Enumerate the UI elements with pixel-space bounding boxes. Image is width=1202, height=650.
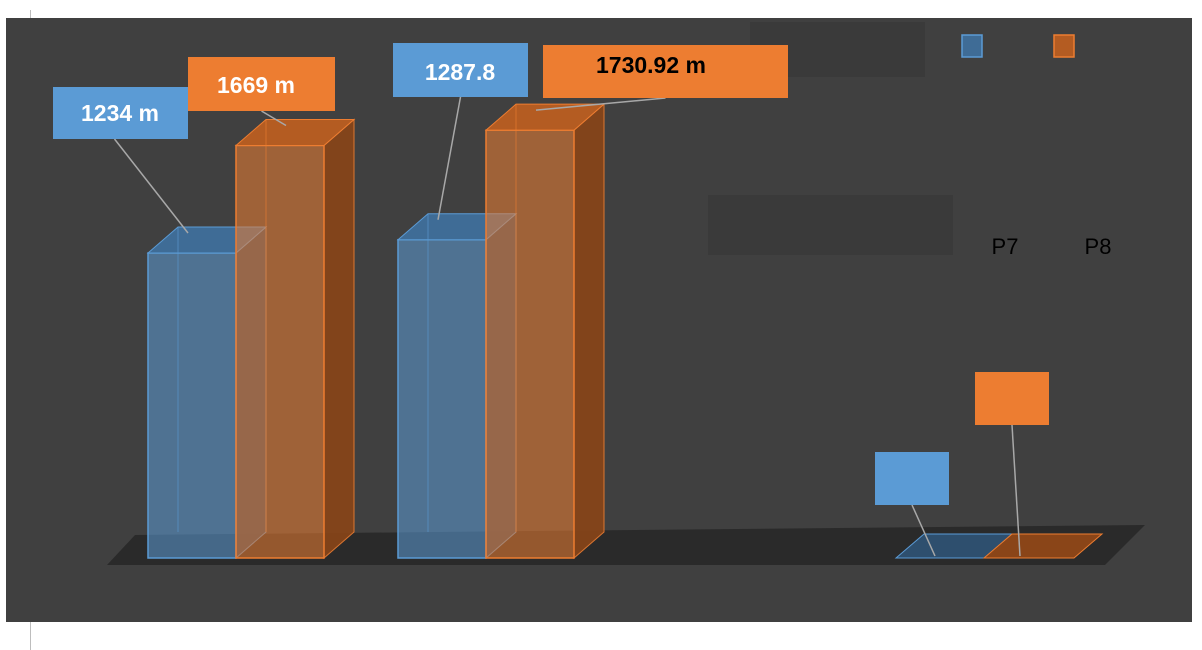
data-label-box-P8-0	[188, 57, 335, 111]
leader-line-P8-0	[261, 110, 287, 127]
bar-P8-1	[485, 129, 575, 559]
data-label-P7-0: 1234 m	[81, 100, 159, 126]
data-label-box-P8-1	[543, 45, 788, 98]
data-label-box-P7-2	[875, 452, 949, 505]
bar-P8-0	[235, 144, 325, 559]
shadow-block	[708, 195, 953, 255]
leader-line-P8-2	[1011, 424, 1021, 557]
bar-side-P8-0	[323, 118, 355, 560]
leader-line-P7-0	[113, 138, 189, 234]
legend-swatch-P8	[1053, 34, 1075, 58]
legend-swatch-P7	[961, 34, 983, 58]
bar-P8-2	[982, 533, 1104, 559]
leader-line-P8-1	[535, 97, 666, 111]
bar-P7-0	[147, 252, 237, 559]
data-label-P8-1: 1730.92 m	[596, 52, 706, 78]
data-label-box-P7-1	[393, 43, 528, 97]
legend-label-P8: P8	[1085, 234, 1112, 259]
data-label-P8-0: 1669 m	[217, 72, 295, 98]
leader-line-P7-2	[911, 504, 936, 557]
data-label-box-P7-0	[53, 87, 188, 139]
leader-line-P7-1	[437, 96, 462, 220]
data-label-P7-1: 1287.8	[425, 59, 496, 85]
legend-label-P7: P7	[992, 234, 1019, 259]
bar-P7-1	[397, 238, 487, 559]
data-label-box-P8-2	[975, 372, 1049, 425]
bar-side-P8-1	[573, 103, 605, 560]
chart-floor	[107, 525, 1145, 565]
